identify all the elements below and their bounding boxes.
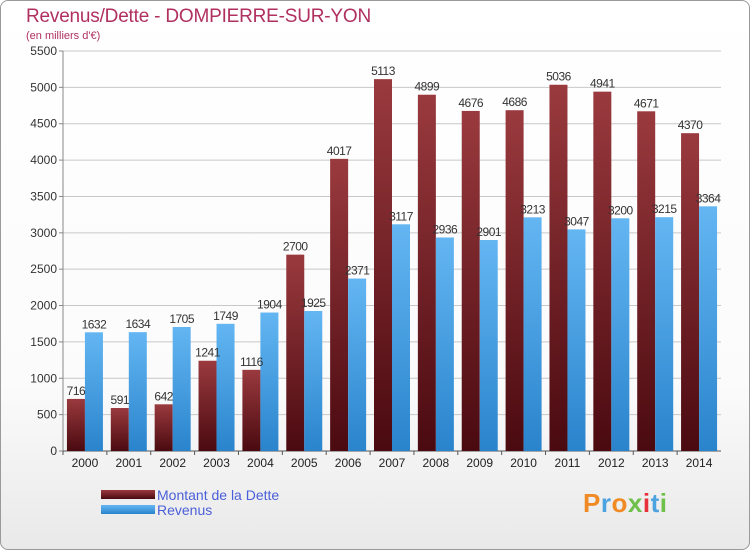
data-label-revenus: 1705: [169, 312, 195, 326]
bar-revenus-2011: [567, 229, 586, 451]
bar-dette-2014: [681, 133, 700, 451]
data-label-revenus: 2936: [433, 222, 459, 236]
x-tick-label: 2005: [291, 456, 318, 470]
data-label-revenus: 3364: [696, 191, 722, 205]
legend-label-dette: Montant de la Dette: [157, 486, 280, 503]
data-label-revenus: 3215: [652, 202, 678, 216]
chart-legend: Montant de la Dette Revenus: [101, 486, 280, 518]
bar-dette-2001: [110, 408, 129, 451]
y-tick-label: 4000: [30, 153, 57, 167]
data-label-dette: 4676: [458, 96, 484, 110]
x-tick-label: 2008: [423, 456, 450, 470]
x-tick-label: 2012: [598, 456, 625, 470]
data-label-dette: 5113: [371, 64, 396, 78]
y-tick-label: 1000: [30, 371, 57, 385]
x-tick-label: 2002: [159, 456, 186, 470]
x-tick-label: 2009: [466, 456, 493, 470]
bar-dette-2011: [549, 84, 568, 451]
x-tick-label: 2010: [510, 456, 537, 470]
data-label-dette: 4899: [415, 80, 441, 94]
data-label-dette: 1116: [240, 355, 264, 369]
legend-label-revenus: Revenus: [157, 501, 213, 518]
legend-swatch-dette: [101, 490, 155, 499]
data-label-revenus: 3047: [564, 214, 590, 228]
data-label-dette: 4941: [590, 77, 616, 91]
data-label-dette: 642: [154, 389, 173, 403]
data-label-revenus: 3117: [389, 209, 414, 223]
bar-revenus-2010: [523, 217, 542, 451]
data-label-dette: 4370: [678, 118, 704, 132]
data-label-dette: 4017: [327, 144, 353, 158]
data-label-revenus: 2901: [476, 225, 502, 239]
data-label-revenus: 1749: [213, 309, 239, 323]
bar-chart: 0 500 1000 1500 2000 2500 3000 3500 4000 4500 5000…: [30, 44, 722, 470]
bar-dette-2007: [374, 79, 392, 452]
data-label-revenus: 3200: [608, 203, 634, 217]
bar-revenus-2006: [348, 278, 367, 451]
x-tick-label: 2014: [686, 456, 713, 470]
x-tick-label: 2013: [642, 456, 669, 470]
data-label-dette: 591: [111, 393, 130, 407]
data-label-revenus: 1904: [257, 298, 283, 312]
bar-revenus-2014: [699, 206, 718, 451]
y-tick-label: 1500: [30, 335, 57, 349]
y-tick-label: 3500: [30, 189, 57, 203]
legend-item-dette: Montant de la Dette: [101, 486, 280, 503]
bar-dette-2008: [417, 94, 436, 451]
x-tick-label: 2011: [555, 456, 581, 470]
bar-revenus-2005: [304, 311, 323, 451]
x-tick-label: 2004: [247, 456, 274, 470]
chart-subtitle: (en milliers d'€): [26, 30, 101, 42]
x-tick-label: 2001: [115, 456, 142, 470]
bar-dette-2006: [330, 158, 349, 451]
y-tick-label: 500: [37, 408, 57, 422]
bar-dette-2002: [154, 404, 173, 451]
y-tick-label: 0: [50, 444, 57, 458]
y-tick-label: 4500: [30, 117, 57, 131]
bar-dette-2009: [461, 110, 480, 451]
data-label-dette: 4686: [502, 95, 528, 109]
data-label-dette: 5036: [546, 70, 572, 84]
y-tick-label: 5000: [30, 80, 57, 94]
bar-dette-2013: [637, 111, 656, 452]
x-tick-label: 2000: [72, 456, 99, 470]
bar-revenus-2003: [216, 323, 235, 451]
bar-revenus-2001: [128, 332, 147, 451]
y-tick-label: 2000: [30, 299, 57, 313]
bar-revenus-2007: [392, 224, 410, 451]
x-tick-label: 2006: [335, 456, 362, 470]
data-label-revenus: 2371: [345, 264, 371, 278]
bar-revenus-2008: [435, 237, 454, 451]
x-tick-label: 2007: [379, 456, 406, 470]
bar-dette-2004: [242, 369, 261, 451]
y-tick-label: 3000: [30, 226, 57, 240]
bar-dette-2000: [66, 398, 85, 451]
y-tick-label: 5500: [30, 44, 57, 58]
bar-revenus-2000: [84, 332, 103, 451]
x-tick-label: 2003: [203, 456, 230, 470]
data-label-revenus: 3213: [520, 202, 546, 216]
bar-dette-2012: [593, 91, 612, 452]
data-label-dette: 1241: [195, 346, 221, 360]
bar-revenus-2012: [611, 218, 630, 451]
y-tick-label: 2500: [30, 262, 57, 276]
data-label-revenus: 1632: [82, 317, 108, 331]
legend-item-revenus: Revenus: [101, 501, 279, 518]
data-label-dette: 716: [67, 384, 86, 398]
data-label-dette: 2700: [283, 240, 309, 254]
bar-revenus-2013: [655, 217, 674, 451]
bar-dette-2003: [198, 360, 217, 451]
data-label-dette: 4671: [634, 96, 660, 110]
legend-swatch-revenus: [101, 505, 155, 514]
bar-revenus-2002: [172, 327, 191, 451]
chart-title: Revenus/Dette - DOMPIERRE-SUR-YON: [26, 6, 371, 27]
data-label-revenus: 1925: [301, 296, 327, 310]
data-label-revenus: 1634: [125, 317, 151, 331]
bar-revenus-2009: [479, 240, 498, 451]
bar-revenus-2004: [260, 312, 279, 451]
proxiti-logo: Proxiti: [583, 488, 668, 518]
bar-dette-2005: [286, 254, 305, 451]
bar-dette-2010: [505, 110, 524, 451]
